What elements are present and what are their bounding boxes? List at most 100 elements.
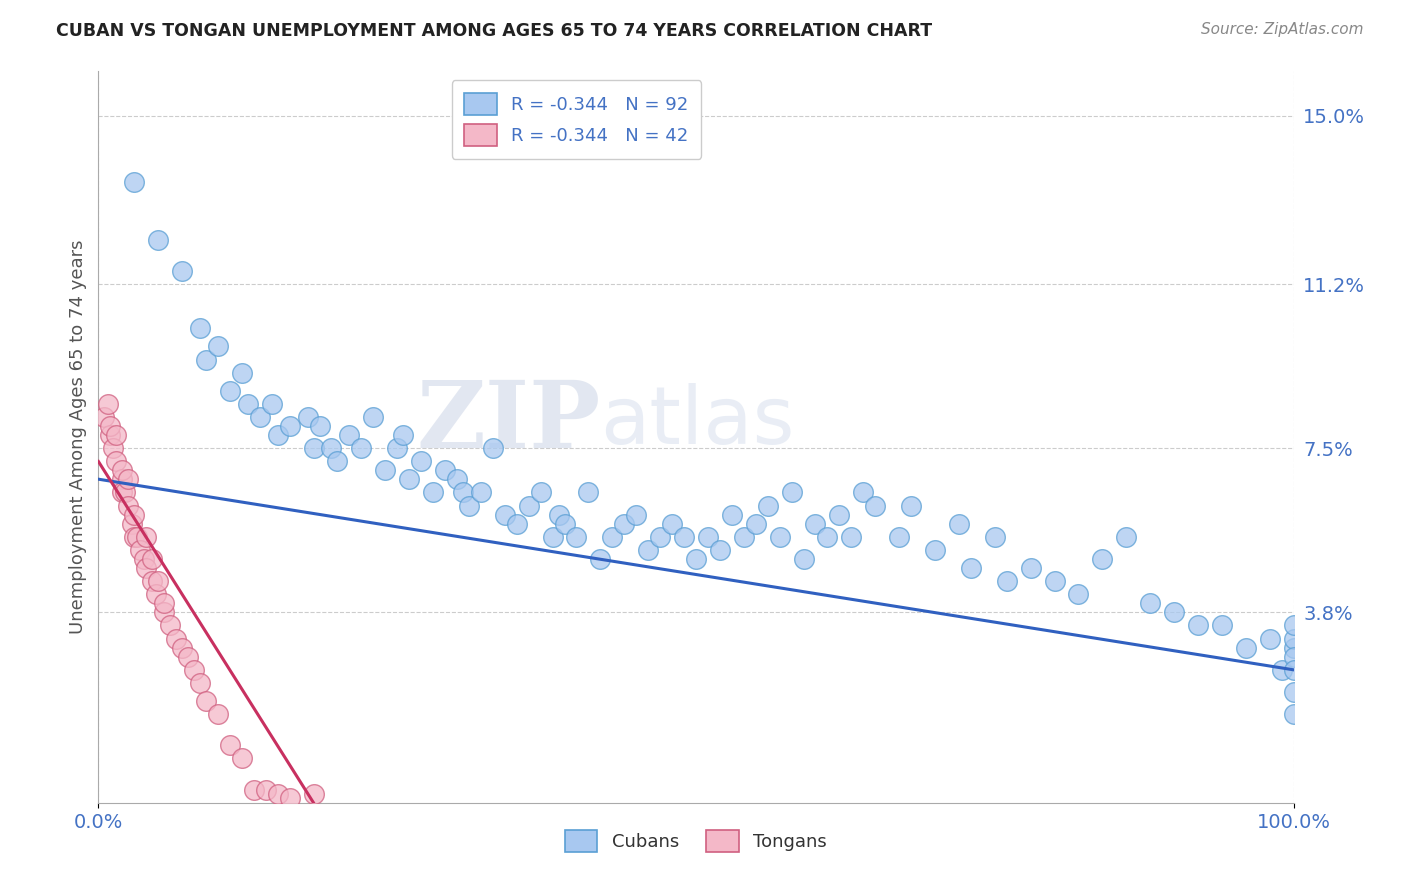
Point (411, 454, 433, 468)
Point (363, 410, 385, 425)
Point (105, 428, 128, 442)
Point (1067, 587, 1090, 601)
Point (207, 707, 229, 722)
Y-axis label: Unemployment Among Ages 65 to 74 years: Unemployment Among Ages 65 to 74 years (69, 240, 87, 634)
Point (1211, 618, 1233, 632)
Point (98, 428, 122, 442)
Point (231, 366, 253, 380)
Point (125, 530, 148, 544)
Point (530, 485, 553, 500)
Point (756, 499, 779, 513)
Point (470, 485, 492, 500)
Point (1187, 618, 1209, 632)
Point (188, 321, 211, 335)
Point (637, 543, 659, 558)
Point (398, 472, 420, 486)
Point (661, 516, 683, 531)
Point (745, 516, 768, 531)
Text: atlas: atlas (600, 384, 794, 461)
Point (145, 587, 167, 601)
Point (673, 530, 696, 544)
Point (195, 352, 218, 367)
Point (124, 530, 146, 544)
Point (350, 441, 373, 455)
Point (613, 516, 636, 531)
Point (148, 233, 170, 247)
Text: Source: ZipAtlas.com: Source: ZipAtlas.com (1201, 22, 1364, 37)
Point (1282, 663, 1305, 677)
Point (385, 441, 409, 455)
Point (541, 530, 564, 544)
Point (219, 384, 242, 398)
Point (1139, 596, 1161, 610)
Point (446, 472, 468, 486)
Point (1282, 649, 1305, 664)
Point (260, 397, 283, 411)
Point (132, 552, 155, 566)
Point (626, 508, 648, 522)
Point (547, 508, 569, 522)
Point (308, 419, 330, 434)
Point (374, 463, 396, 477)
Point (995, 574, 1018, 589)
Point (141, 574, 163, 589)
Point (141, 552, 163, 566)
Point (98, 419, 122, 434)
Point (165, 632, 187, 646)
Point (219, 738, 242, 752)
Point (243, 782, 266, 797)
Point (135, 561, 157, 575)
Point (172, 264, 194, 278)
Point (114, 485, 136, 500)
Point (769, 530, 792, 544)
Point (1115, 530, 1137, 544)
Point (207, 339, 229, 353)
Point (1282, 685, 1305, 699)
Point (195, 694, 218, 708)
Point (153, 596, 176, 610)
Point (948, 516, 970, 531)
Point (278, 419, 301, 434)
Point (392, 428, 415, 442)
Point (889, 530, 911, 544)
Point (1163, 605, 1185, 619)
Point (159, 618, 181, 632)
Point (148, 574, 170, 589)
Point (685, 552, 707, 566)
Point (865, 499, 887, 513)
Point (177, 649, 200, 664)
Point (422, 485, 444, 500)
Point (458, 499, 481, 513)
Point (97, 397, 120, 411)
Point (302, 441, 325, 455)
Point (793, 552, 815, 566)
Text: CUBAN VS TONGAN UNEMPLOYMENT AMONG AGES 65 TO 74 YEARS CORRELATION CHART: CUBAN VS TONGAN UNEMPLOYMENT AMONG AGES … (56, 22, 932, 40)
Point (1091, 552, 1114, 566)
Point (267, 428, 290, 442)
Point (121, 516, 143, 531)
Point (709, 543, 731, 558)
Point (506, 516, 529, 531)
Point (278, 791, 301, 805)
Point (578, 485, 600, 500)
Point (924, 543, 946, 558)
Point (267, 787, 290, 801)
Point (111, 472, 134, 486)
Point (326, 454, 349, 468)
Point (984, 530, 1007, 544)
Point (589, 552, 612, 566)
Text: ZIP: ZIP (416, 377, 600, 467)
Point (101, 441, 124, 455)
Point (321, 441, 343, 455)
Point (249, 410, 271, 425)
Point (1234, 640, 1257, 655)
Point (1271, 663, 1294, 677)
Point (297, 410, 319, 425)
Point (124, 175, 146, 189)
Point (494, 508, 516, 522)
Point (517, 499, 540, 513)
Point (1282, 707, 1305, 722)
Point (565, 530, 588, 544)
Point (780, 485, 803, 500)
Point (117, 472, 139, 486)
